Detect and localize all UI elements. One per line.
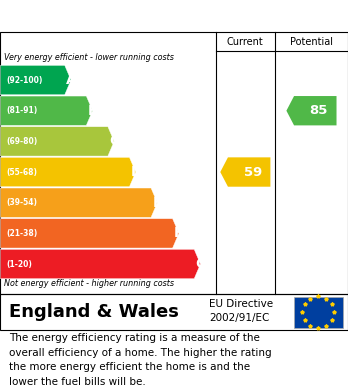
Text: (81-91): (81-91) (7, 106, 38, 115)
Text: (39-54): (39-54) (7, 198, 38, 207)
Text: (55-68): (55-68) (7, 167, 38, 176)
Text: Not energy efficient - higher running costs: Not energy efficient - higher running co… (4, 279, 174, 288)
Text: (21-38): (21-38) (7, 229, 38, 238)
Text: Very energy efficient - lower running costs: Very energy efficient - lower running co… (4, 53, 174, 62)
Text: The energy efficiency rating is a measure of the
overall efficiency of a home. T: The energy efficiency rating is a measur… (9, 334, 271, 387)
Text: EU Directive
2002/91/EC: EU Directive 2002/91/EC (209, 299, 273, 323)
Bar (294, 297, 343, 328)
Polygon shape (0, 249, 200, 279)
Text: 59: 59 (244, 165, 262, 179)
Text: D: D (131, 165, 142, 179)
Polygon shape (0, 219, 179, 248)
Text: 85: 85 (310, 104, 328, 117)
Text: (69-80): (69-80) (7, 137, 38, 146)
Text: (92-100): (92-100) (7, 75, 43, 84)
Polygon shape (0, 127, 114, 156)
Text: Energy Efficiency Rating: Energy Efficiency Rating (9, 9, 211, 23)
Text: (1-20): (1-20) (7, 260, 32, 269)
Polygon shape (0, 96, 93, 126)
Text: Current: Current (227, 36, 264, 47)
Text: Potential: Potential (290, 36, 333, 47)
Text: G: G (196, 257, 207, 271)
Text: C: C (109, 135, 119, 148)
Text: England & Wales: England & Wales (9, 303, 179, 321)
Polygon shape (286, 96, 337, 126)
Text: B: B (88, 104, 98, 118)
Text: A: A (66, 73, 77, 87)
Text: F: F (174, 226, 183, 240)
Text: E: E (152, 196, 162, 210)
Polygon shape (0, 65, 71, 95)
Polygon shape (0, 188, 157, 217)
Polygon shape (220, 157, 270, 187)
Polygon shape (0, 157, 136, 187)
